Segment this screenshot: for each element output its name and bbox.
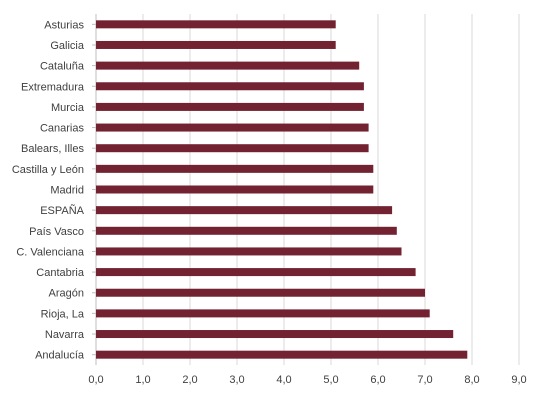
category-label: Balears, Illes [21,143,84,155]
x-tick-label: 7,0 [417,374,432,386]
category-label: Asturias [44,19,84,31]
bars [96,20,468,359]
bar [96,123,369,132]
bar [96,330,454,339]
category-label: Canarias [40,123,85,135]
category-label: Murcia [51,102,85,114]
category-label: Aragón [49,288,84,300]
category-label: Rioja, La [41,308,85,320]
x-axis-tick-labels: 0,0 1,0 2,0 3,0 4,0 5,0 6,0 7,0 8,0 9,0 [88,374,526,386]
x-tick-label: 9,0 [511,374,526,386]
category-label: Navarra [45,329,85,341]
bar [96,247,402,256]
x-tick-label: 1,0 [135,374,150,386]
category-label: Castilla y León [12,164,84,176]
x-tick-label: 0,0 [88,374,103,386]
bar [96,350,468,359]
x-tick-label: 5,0 [323,374,338,386]
x-tick-label: 8,0 [464,374,479,386]
bar [96,185,374,194]
x-tick-label: 3,0 [229,374,244,386]
bar [96,164,374,173]
bar [96,268,416,277]
bar [96,61,360,70]
category-labels: Asturias Galicia Cataluña Extremadura Murcia… [12,19,85,361]
category-label: Cantabria [36,267,85,279]
category-label: Andalucía [35,350,85,362]
category-label: C. Valenciana [16,246,85,258]
x-tick-label: 6,0 [370,374,385,386]
bar [96,82,364,91]
bar [96,144,369,153]
x-tick-label: 4,0 [276,374,291,386]
category-label: Galicia [50,40,85,52]
bar [96,206,393,215]
x-tick-label: 2,0 [182,374,197,386]
bar [96,309,430,318]
bar [96,226,397,235]
category-label: ESPAÑA [40,204,84,217]
bar [96,40,336,49]
bar [96,288,425,297]
category-label: Extremadura [21,81,85,93]
bar [96,20,336,29]
bar [96,102,364,111]
category-label: Cataluña [40,61,85,73]
category-label: Madrid [50,185,84,197]
category-label: País Vasco [29,226,84,238]
